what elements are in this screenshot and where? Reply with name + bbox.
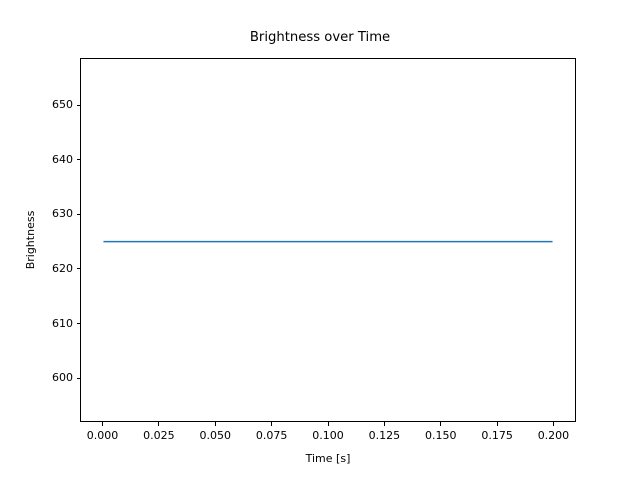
y-axis-label: Brightness bbox=[24, 210, 37, 270]
y-tick-label: 630 bbox=[52, 207, 73, 221]
x-tick-label: 0.200 bbox=[537, 429, 570, 442]
x-tick-label: 0.125 bbox=[368, 429, 401, 442]
x-tick-label: 0.000 bbox=[86, 429, 119, 442]
x-tick-label: 0.025 bbox=[143, 429, 175, 442]
x-tick-label: 0.075 bbox=[255, 429, 288, 442]
x-tick-mark bbox=[158, 422, 160, 426]
x-tick-label: 0.175 bbox=[481, 429, 513, 442]
y-tick-label: 650 bbox=[52, 98, 73, 111]
plot-area bbox=[80, 58, 576, 422]
y-tick-label: 620 bbox=[52, 261, 73, 275]
x-tick-label: 0.050 bbox=[199, 429, 232, 442]
chart-title: Brightness over Time bbox=[249, 30, 391, 45]
y-tick-label: 640 bbox=[52, 152, 73, 166]
y-tick-mark bbox=[76, 323, 80, 325]
x-tick-mark bbox=[214, 422, 216, 426]
x-tick-mark bbox=[102, 422, 104, 426]
x-tick-label: 0.150 bbox=[424, 429, 457, 442]
axis-ticks-layer: 600 610 620 630 640 650 0.000 0.025 0.050 0.075 0.… bbox=[52, 58, 576, 442]
y-tick-mark bbox=[76, 159, 80, 161]
x-tick-mark bbox=[552, 422, 554, 426]
y-tick-mark bbox=[76, 268, 80, 270]
x-tick-label: 0.100 bbox=[312, 429, 344, 442]
x-tick-mark bbox=[327, 422, 329, 426]
x-tick-mark bbox=[496, 422, 498, 426]
y-tick-mark bbox=[76, 377, 80, 379]
y-tick-label: 610 bbox=[52, 316, 73, 330]
y-tick-mark bbox=[76, 104, 80, 106]
x-tick-mark bbox=[383, 422, 385, 426]
x-axis-label: Time [s] bbox=[305, 452, 351, 465]
x-tick-mark bbox=[271, 422, 273, 426]
y-tick-mark bbox=[76, 213, 80, 215]
data-line-brightness bbox=[103, 240, 553, 243]
y-tick-label: 600 bbox=[52, 371, 73, 385]
x-tick-mark bbox=[440, 422, 442, 426]
